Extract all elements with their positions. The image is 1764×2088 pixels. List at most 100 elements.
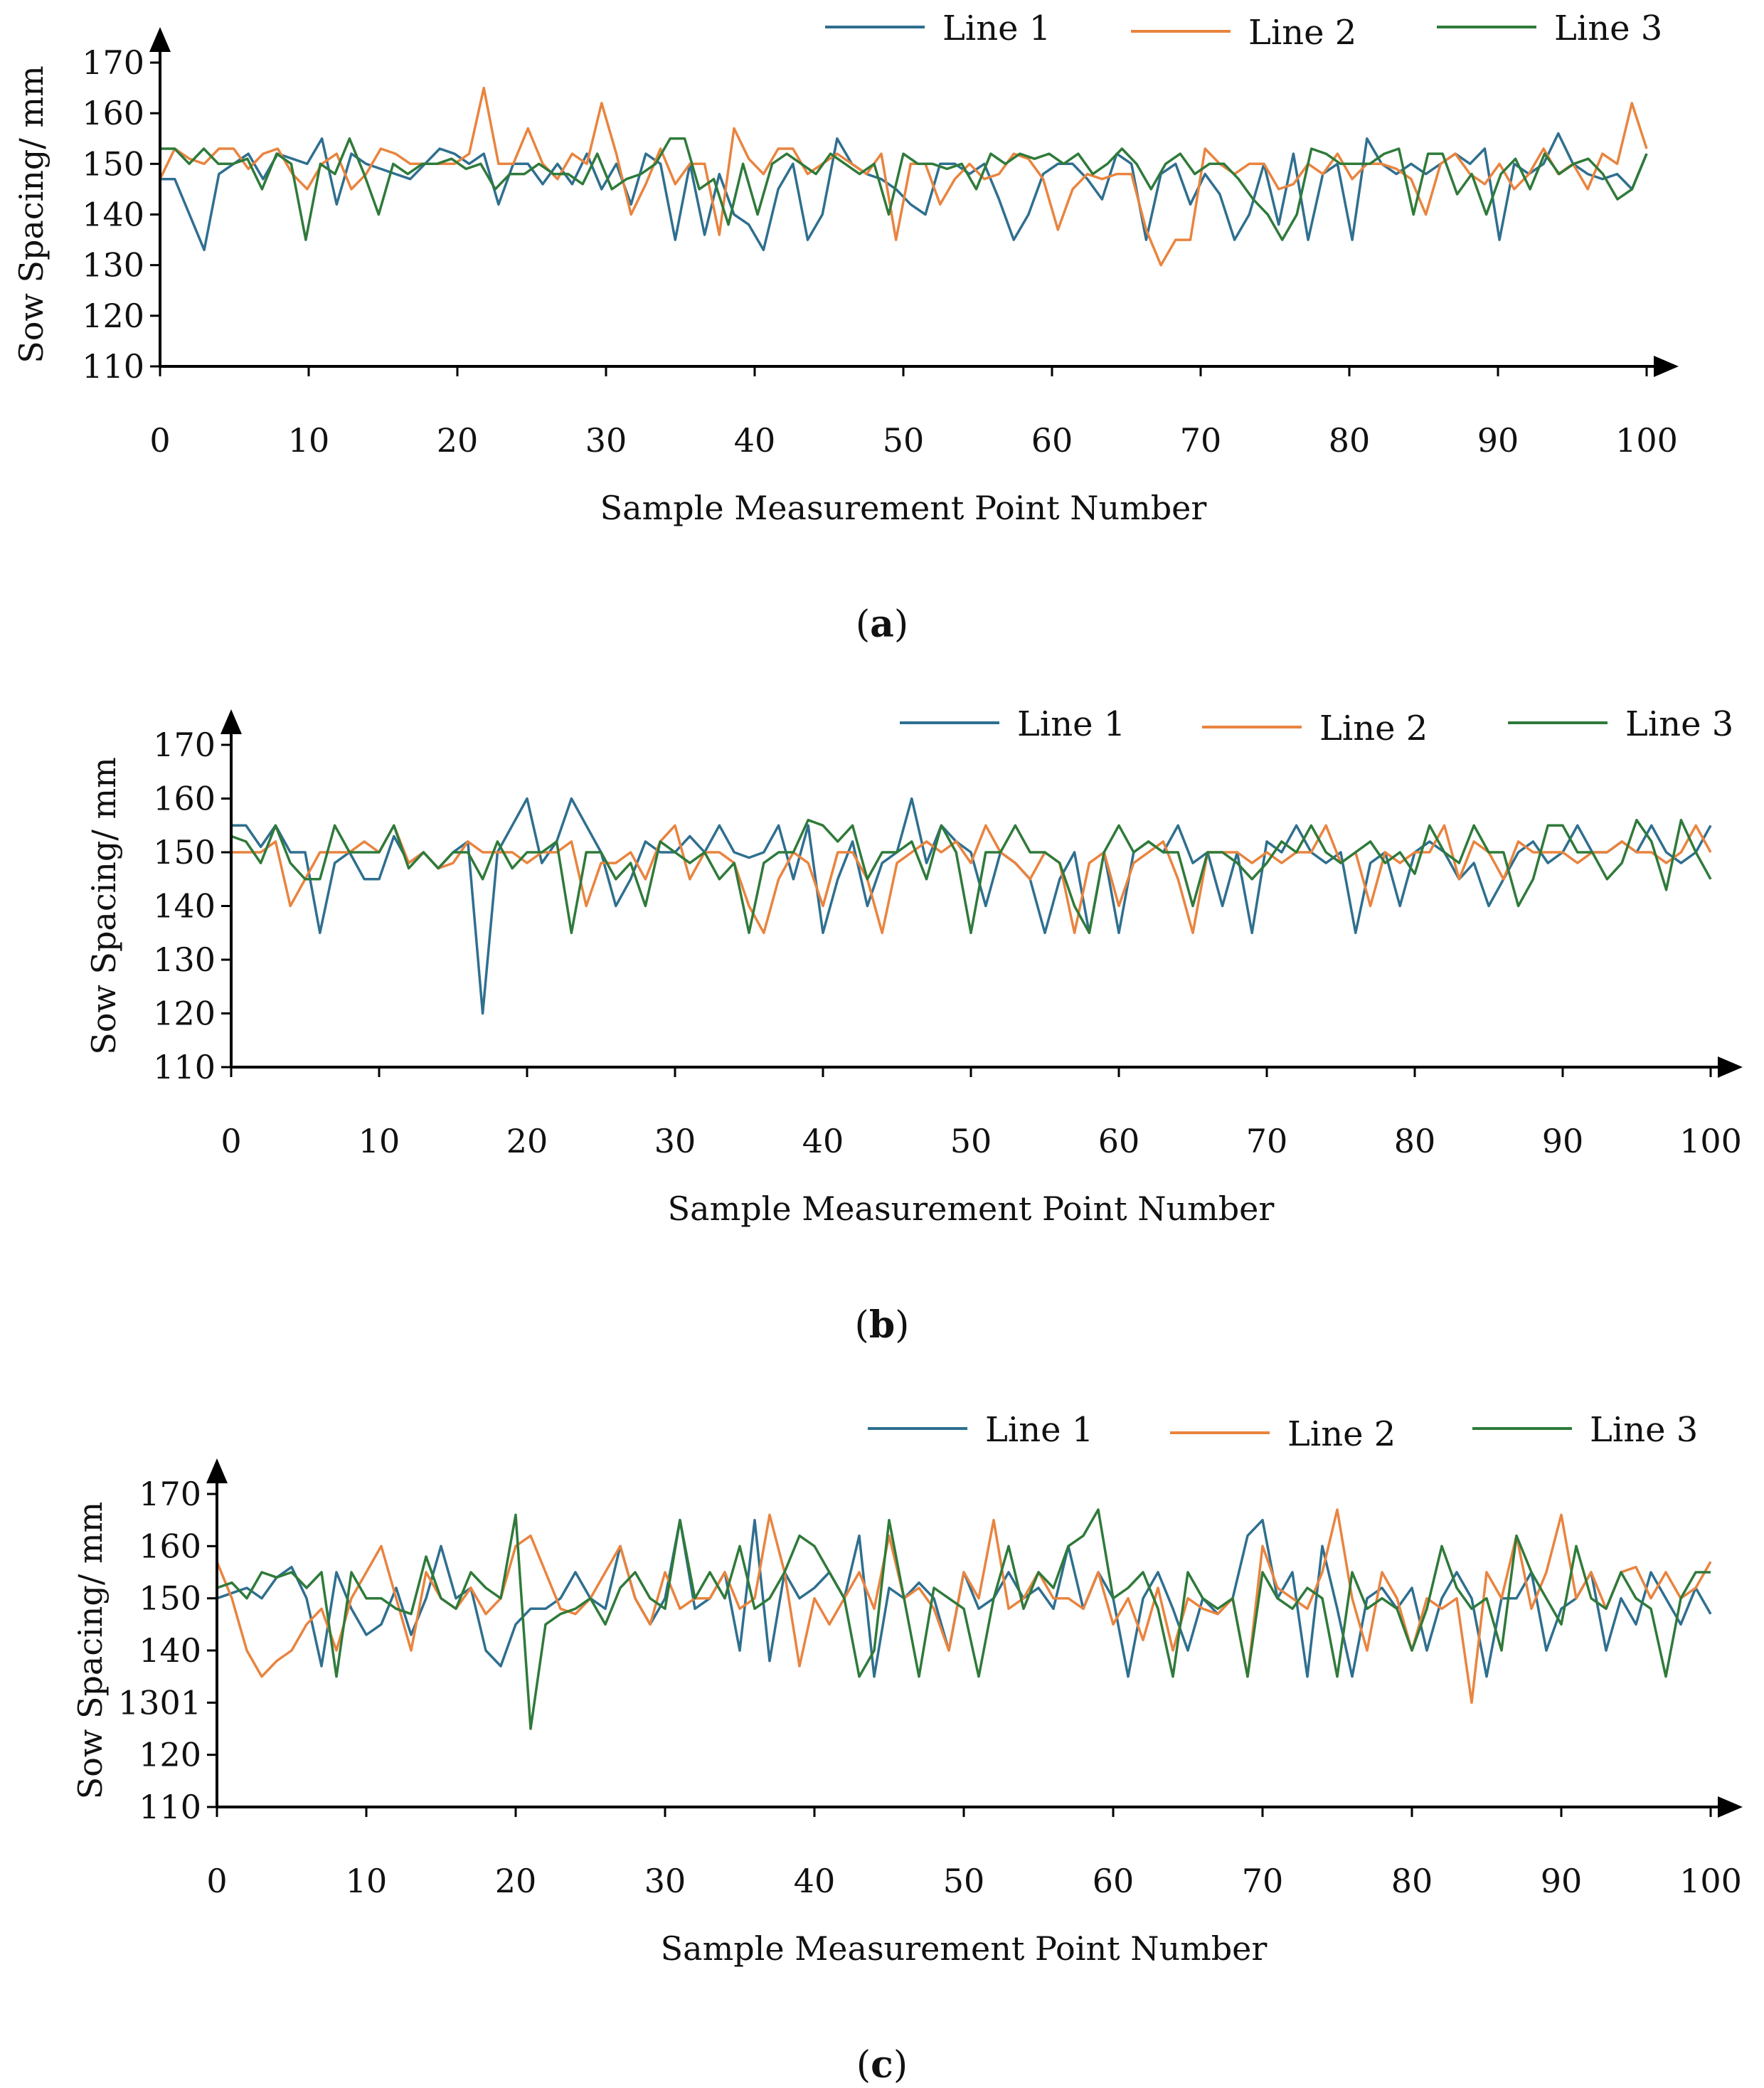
x-tick-label: 100 bbox=[1679, 1862, 1742, 1900]
y-tick-label: 140 bbox=[82, 196, 144, 234]
y-tick-label: 150 bbox=[82, 144, 144, 183]
y-axis-arrow-icon bbox=[220, 709, 242, 734]
x-tick-label: 30 bbox=[644, 1862, 686, 1900]
x-axis-arrow-icon bbox=[1718, 1796, 1743, 1818]
x-tick-label: 80 bbox=[1329, 421, 1371, 460]
legend-label-line-3: Line 3 bbox=[1625, 704, 1733, 744]
x-tick-label: 90 bbox=[1542, 1122, 1584, 1160]
x-axis-title: Sample Measurement Point Number bbox=[661, 1929, 1268, 1968]
x-tick-label: 70 bbox=[1180, 421, 1222, 460]
x-tick-label: 50 bbox=[943, 1862, 985, 1900]
x-tick-label: 80 bbox=[1394, 1122, 1436, 1160]
x-tick-label: 20 bbox=[506, 1122, 548, 1160]
y-tick-label: 110 bbox=[139, 1788, 201, 1826]
x-tick-label: 10 bbox=[288, 421, 330, 460]
x-tick-label: 40 bbox=[802, 1122, 844, 1160]
series-line-2 bbox=[231, 824, 1712, 935]
y-tick-label: 120 bbox=[153, 995, 216, 1033]
y-tick-label: 140 bbox=[139, 1631, 201, 1670]
legend-label-line-1: Line 1 bbox=[942, 9, 1051, 48]
x-tick-label: 10 bbox=[346, 1862, 388, 1900]
y-tick-label: 160 bbox=[82, 94, 144, 132]
x-tick-label: 0 bbox=[206, 1862, 227, 1900]
y-tick-label: 140 bbox=[153, 887, 216, 926]
y-tick-label: 150 bbox=[153, 833, 216, 871]
y-tick-label: 120 bbox=[82, 297, 144, 335]
series-line-1 bbox=[231, 797, 1712, 1015]
x-tick-label: 90 bbox=[1541, 1862, 1583, 1900]
series-line-1 bbox=[160, 132, 1648, 252]
x-axis-arrow-icon bbox=[1718, 1056, 1743, 1078]
legend-label-line-1: Line 1 bbox=[985, 1410, 1093, 1450]
legend-label-line-1: Line 1 bbox=[1017, 704, 1125, 744]
panel-label-open-paren: ( bbox=[856, 2044, 871, 2087]
x-axis-title: Sample Measurement Point Number bbox=[668, 1189, 1275, 1228]
line-chart-a: 0 10 20 30 40 50 60 70 80 90 100 110 120 130 140 150 160… bbox=[12, 9, 1679, 646]
legend-label-line-2: Line 2 bbox=[1287, 1414, 1396, 1454]
x-tick-label: 70 bbox=[1242, 1862, 1284, 1900]
x-tick-label: 10 bbox=[358, 1122, 400, 1160]
panel-label: (a) bbox=[856, 603, 908, 646]
y-tick-label: 170 bbox=[153, 726, 216, 764]
chart-panel-a: 0 10 20 30 40 50 60 70 80 90 100 110 120 130 140 150 160… bbox=[0, 0, 1764, 683]
y-axis-title: Sow Spacing/ mm bbox=[12, 65, 51, 364]
panel-label: (c) bbox=[856, 2043, 908, 2087]
panel-label-close-paren: ) bbox=[894, 603, 908, 646]
series-line-3 bbox=[160, 137, 1648, 241]
line-chart-b: 0 10 20 30 40 50 60 70 80 90 100 110 120 130 140 150 160… bbox=[85, 704, 1743, 1347]
x-tick-label: 50 bbox=[883, 421, 925, 460]
y-tick-label: 110 bbox=[82, 347, 144, 386]
y-axis-title: Sow Spacing/ mm bbox=[71, 1502, 110, 1800]
x-tick-label: 70 bbox=[1246, 1122, 1288, 1160]
y-tick-label: 1301 bbox=[118, 1683, 201, 1722]
y-axis-arrow-icon bbox=[206, 1458, 228, 1483]
y-tick-label: 130 bbox=[153, 940, 216, 979]
panel-label-open-paren: ( bbox=[855, 1304, 869, 1347]
panel-label-letter: c bbox=[871, 2043, 893, 2087]
chart-panel-c: 0 10 20 30 40 50 60 70 80 90 100 110 120 1301 140 150 16… bbox=[0, 1394, 1764, 2087]
panel-label-close-paren: ) bbox=[895, 1304, 909, 1347]
x-tick-label: 0 bbox=[220, 1122, 241, 1160]
x-tick-label: 60 bbox=[1098, 1122, 1140, 1160]
panel-label-letter: b bbox=[869, 1303, 895, 1347]
legend-label-line-2: Line 2 bbox=[1319, 709, 1428, 748]
x-tick-label: 60 bbox=[1031, 421, 1073, 460]
legend-label-line-3: Line 3 bbox=[1590, 1410, 1698, 1450]
x-tick-label: 40 bbox=[734, 421, 776, 460]
x-tick-label: 0 bbox=[149, 421, 170, 460]
x-tick-label: 80 bbox=[1391, 1862, 1433, 1900]
y-tick-label: 150 bbox=[139, 1579, 201, 1618]
y-axis-arrow-icon bbox=[149, 27, 171, 52]
panel-label-letter: a bbox=[870, 603, 894, 646]
y-tick-label: 170 bbox=[139, 1475, 201, 1513]
series-line-3 bbox=[216, 1508, 1711, 1730]
x-tick-label: 90 bbox=[1477, 421, 1519, 460]
series-line-2 bbox=[159, 86, 1648, 267]
y-tick-label: 160 bbox=[139, 1527, 201, 1565]
x-tick-label: 20 bbox=[437, 421, 479, 460]
series-line-3 bbox=[230, 818, 1712, 935]
panel-label: (b) bbox=[855, 1303, 910, 1347]
legend-label-line-2: Line 2 bbox=[1248, 13, 1356, 53]
x-tick-label: 100 bbox=[1679, 1122, 1742, 1160]
x-tick-label: 100 bbox=[1615, 421, 1678, 460]
chart-panel-b: 0 10 20 30 40 50 60 70 80 90 100 110 120 130 140 150 160… bbox=[0, 697, 1764, 1380]
y-tick-label: 120 bbox=[139, 1736, 201, 1774]
y-tick-label: 170 bbox=[82, 43, 144, 82]
y-tick-label: 110 bbox=[153, 1048, 216, 1086]
panel-label-close-paren: ) bbox=[893, 2044, 908, 2087]
line-chart-c: 0 10 20 30 40 50 60 70 80 90 100 110 120 1301 140 150 16… bbox=[71, 1410, 1743, 2087]
series-line-2 bbox=[216, 1508, 1712, 1705]
x-tick-label: 60 bbox=[1093, 1862, 1135, 1900]
panel-label-open-paren: ( bbox=[856, 603, 870, 646]
x-axis-arrow-icon bbox=[1654, 356, 1679, 377]
legend-label-line-3: Line 3 bbox=[1554, 9, 1662, 48]
y-tick-label: 130 bbox=[82, 246, 144, 285]
x-tick-label: 50 bbox=[950, 1122, 992, 1160]
y-axis-title: Sow Spacing/ mm bbox=[85, 757, 123, 1055]
x-tick-label: 40 bbox=[794, 1862, 836, 1900]
x-tick-label: 30 bbox=[585, 421, 627, 460]
y-tick-label: 160 bbox=[153, 780, 216, 818]
x-tick-label: 20 bbox=[495, 1862, 537, 1900]
x-tick-label: 30 bbox=[654, 1122, 696, 1160]
